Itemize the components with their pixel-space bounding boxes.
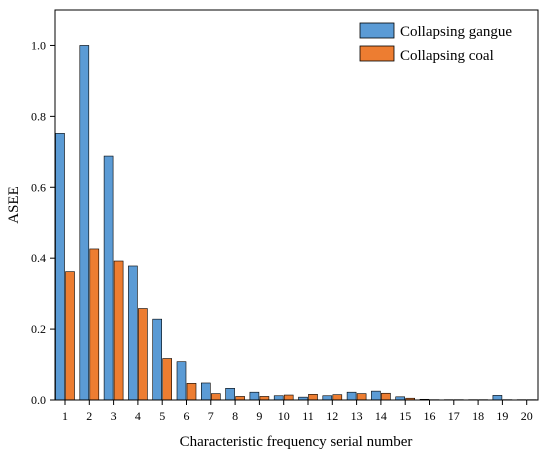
bar-coal-2 xyxy=(89,248,100,401)
y-tick-label: 0.6 xyxy=(31,180,46,194)
bar-gangue-12 xyxy=(322,395,333,401)
bar-coal-11 xyxy=(308,394,318,401)
bar-gangue-4 xyxy=(128,265,138,401)
legend-swatch-gangue xyxy=(359,22,395,39)
bar-coal-14 xyxy=(381,392,391,401)
x-tick-label: 19 xyxy=(496,409,508,423)
y-axis-label: ASEE xyxy=(6,186,22,224)
y-tick-label: 0.8 xyxy=(31,109,46,123)
x-tick-label: 20 xyxy=(521,409,533,423)
bar-coal-3 xyxy=(113,260,124,401)
bar-gangue-7 xyxy=(201,382,211,401)
x-tick-label: 13 xyxy=(351,409,363,423)
y-tick-label: 0.4 xyxy=(31,251,46,265)
x-axis-label: Characteristic frequency serial number xyxy=(180,434,413,450)
bar-gangue-13 xyxy=(346,391,357,401)
y-tick-label: 0.2 xyxy=(31,322,46,336)
plot-frame xyxy=(54,9,539,401)
x-tick-label: 18 xyxy=(472,409,484,423)
bar-gangue-8 xyxy=(225,387,235,401)
x-tick-label: 10 xyxy=(278,409,290,423)
x-tick-label: 12 xyxy=(326,409,338,423)
x-tick-label: 16 xyxy=(424,409,436,423)
x-tick-label: 17 xyxy=(448,409,460,423)
bar-coal-12 xyxy=(332,394,343,401)
y-axis-ticks: 0.0 0.2 0.4 0.6 0.8 1.0 xyxy=(31,38,55,407)
x-tick-label: 1 xyxy=(62,409,68,423)
bar-gangue-2 xyxy=(79,45,90,401)
bars-layer xyxy=(55,45,537,401)
x-tick-label: 7 xyxy=(208,409,214,423)
bar-coal-6 xyxy=(186,383,197,401)
legend-swatch-coal xyxy=(359,45,395,62)
y-tick-label: 1.0 xyxy=(31,38,46,52)
x-tick-label: 8 xyxy=(232,409,238,423)
bar-gangue-6 xyxy=(176,361,187,401)
bar-gangue-10 xyxy=(273,395,284,401)
x-tick-label: 5 xyxy=(159,409,165,423)
x-tick-label: 14 xyxy=(375,409,387,423)
bar-coal-1 xyxy=(65,271,75,401)
x-axis-ticks: 1 2 3 4 5 6 7 8 9 10 11 12 13 14 15 16 17 18 19 20 xyxy=(62,400,533,423)
x-tick-label: 15 xyxy=(399,409,411,423)
bar-gangue-1 xyxy=(55,133,65,401)
x-tick-label: 9 xyxy=(256,409,262,423)
bar-gangue-9 xyxy=(249,391,260,401)
bar-gangue-5 xyxy=(152,318,162,401)
bar-coal-5 xyxy=(162,358,172,401)
y-tick-label: 0.0 xyxy=(31,393,46,407)
bar-coal-9 xyxy=(259,396,270,401)
bar-coal-4 xyxy=(138,308,148,401)
x-tick-label: 3 xyxy=(111,409,117,423)
legend-label-gangue: Collapsing gangue xyxy=(400,24,512,40)
legend: Collapsing gangue Collapsing coal xyxy=(359,22,512,64)
bar-gangue-19 xyxy=(492,395,503,401)
bar-coal-7 xyxy=(211,393,221,401)
bar-gangue-14 xyxy=(371,390,381,401)
x-tick-label: 2 xyxy=(86,409,92,423)
x-tick-label: 11 xyxy=(302,409,314,423)
x-tick-label: 4 xyxy=(135,409,141,423)
bar-coal-10 xyxy=(283,394,294,401)
x-tick-label: 6 xyxy=(184,409,190,423)
bar-coal-8 xyxy=(235,396,245,401)
bar-coal-13 xyxy=(356,393,367,401)
legend-label-coal: Collapsing coal xyxy=(400,48,494,64)
bar-gangue-3 xyxy=(103,155,114,401)
